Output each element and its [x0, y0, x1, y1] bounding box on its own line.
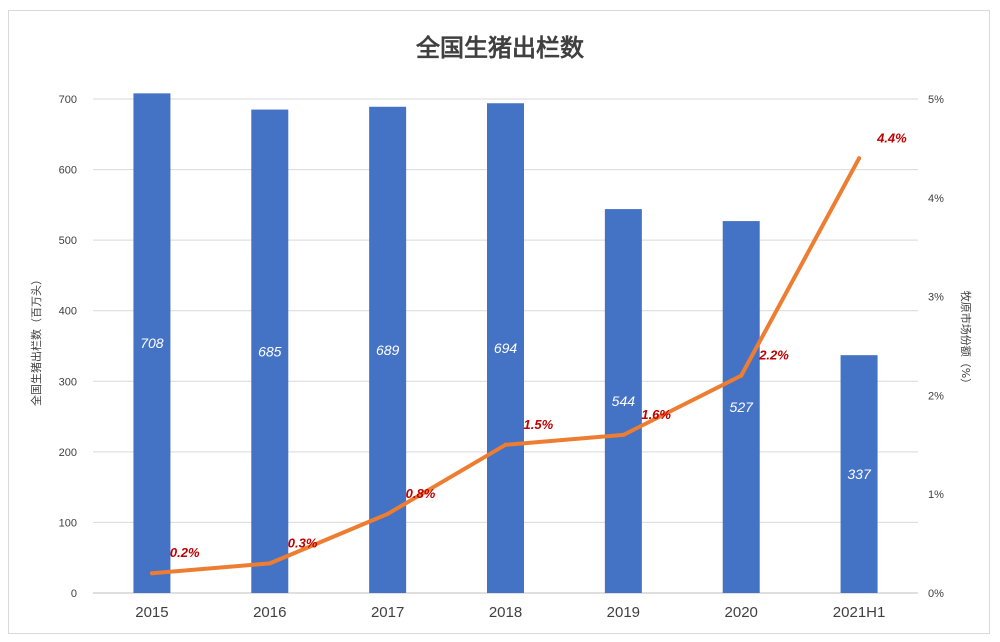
- line-point: [621, 432, 626, 437]
- bar: [722, 221, 760, 594]
- bar-value-label: 544: [612, 393, 636, 409]
- bar: [251, 109, 289, 593]
- y-tick-label: 300: [59, 376, 77, 388]
- y2-axis-title: 牧原市场份额（%）: [959, 291, 973, 389]
- line-point: [149, 571, 154, 576]
- y-tick-label: 700: [59, 94, 77, 106]
- line-value-label: 2.2%: [758, 348, 789, 363]
- y2-tick-label: 3%: [928, 292, 944, 304]
- x-tick-label: 2020: [725, 604, 758, 621]
- bar-value-label: 689: [376, 342, 400, 358]
- line-value-label: 0.3%: [288, 535, 318, 550]
- bar-value-label: 337: [847, 466, 872, 482]
- y-tick-label: 100: [59, 517, 77, 529]
- y-tick-label: 0: [71, 588, 77, 600]
- y2-tick-label: 2%: [928, 390, 944, 402]
- y-axis-title: 全国生猪出栏数（百万头）: [29, 274, 43, 406]
- line-value-label: 0.8%: [406, 486, 436, 501]
- bar: [604, 209, 642, 593]
- line-value-label: 1.6%: [641, 407, 671, 422]
- y-tick-label: 200: [59, 447, 77, 459]
- y2-tick-label: 5%: [928, 94, 944, 106]
- axes: 0 100 200 300 400 500 600 700 0% 1% 2% 3% 4% 5% 2015 20…: [59, 94, 944, 621]
- bar-series: [133, 93, 878, 594]
- y-tick-label: 500: [59, 235, 77, 247]
- y2-tick-label: 1%: [928, 489, 944, 501]
- chart-title: 全国生猪出栏数: [415, 34, 585, 62]
- bar-value-label: 694: [494, 340, 518, 356]
- line-point: [385, 511, 390, 516]
- x-tick-label: 2019: [607, 604, 640, 621]
- bar-value-label: 527: [730, 399, 755, 415]
- line-point: [739, 373, 744, 378]
- x-tick-label: 2016: [253, 604, 286, 621]
- bar: [840, 355, 878, 593]
- line-point: [503, 442, 508, 447]
- y2-tick-label: 4%: [928, 193, 944, 205]
- bar-value-label: 685: [258, 343, 282, 359]
- y-tick-label: 600: [59, 165, 77, 177]
- bar: [487, 103, 524, 593]
- line-series: [149, 156, 862, 576]
- y-tick-label: 400: [59, 306, 77, 318]
- bar-value-label: 708: [140, 335, 164, 351]
- x-tick-label: 2017: [371, 604, 404, 621]
- line-point: [857, 156, 862, 161]
- x-tick-label: 2015: [135, 604, 168, 621]
- x-tick-label: 2018: [489, 604, 522, 621]
- x-tick-label: 2021H1: [833, 604, 886, 621]
- bar: [133, 93, 171, 594]
- line-point: [267, 561, 272, 566]
- data-labels: 708 685 689 694 544 527 337 0.2% 0.3% 0.8% 1.5% 1.6…: [140, 130, 907, 560]
- y2-tick-label: 0%: [928, 588, 944, 600]
- line-value-label: 1.5%: [524, 417, 554, 432]
- line-value-label: 4.4%: [876, 130, 907, 145]
- line-value-label: 0.2%: [170, 545, 200, 560]
